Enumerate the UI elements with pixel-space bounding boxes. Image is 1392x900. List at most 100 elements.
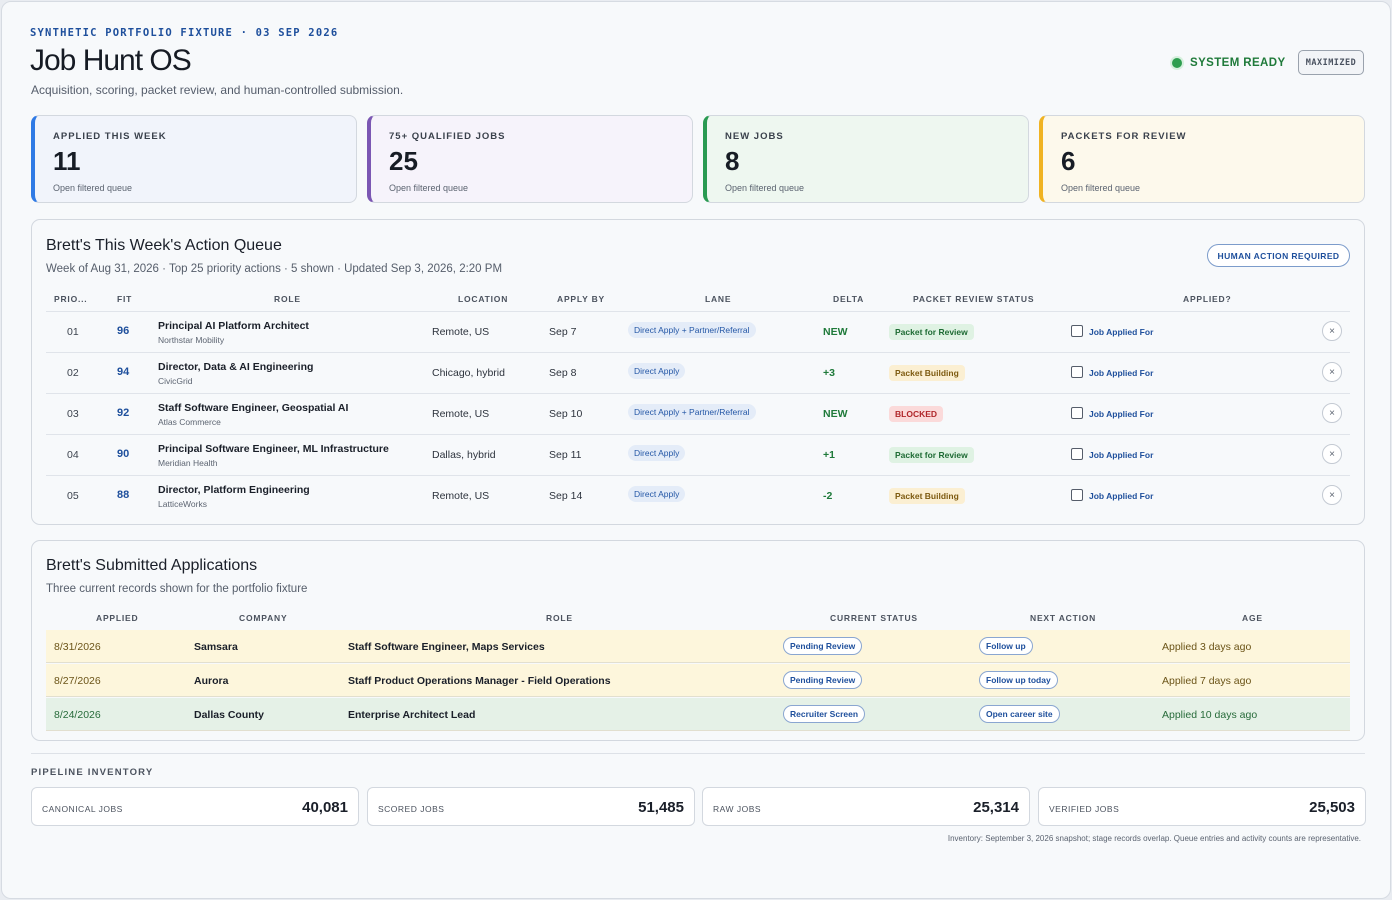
col-fit[interactable]: FIT	[117, 294, 133, 304]
kpi-card[interactable]: PACKETS FOR REVIEW 6 Open filtered queue	[1039, 115, 1365, 203]
col-next-action[interactable]: NEXT ACTION	[1030, 613, 1097, 623]
job-applied-label[interactable]: Job Applied For	[1089, 450, 1154, 460]
col-applied-date[interactable]: APPLIED	[96, 613, 139, 623]
inventory-name: RAW JOBS	[713, 804, 762, 814]
kpi-card[interactable]: 75+ QUALIFIED JOBS 25 Open filtered queue	[367, 115, 693, 203]
col-delta[interactable]: DELTA	[833, 294, 865, 304]
packet-status-badge: BLOCKED	[889, 406, 944, 422]
fit-score: 92	[117, 407, 130, 419]
col-priority[interactable]: PRIO...	[54, 294, 88, 304]
table-row[interactable]: 04 90 Principal Software Engineer, ML Infr…	[46, 434, 1350, 475]
applied-date: 8/24/2026	[54, 709, 101, 721]
col-packet-status[interactable]: PACKET REVIEW STATUS	[913, 294, 1035, 304]
col-apply-by[interactable]: APPLY BY	[557, 294, 605, 304]
table-row[interactable]: 03 92 Staff Software Engineer, Geospatial …	[46, 393, 1350, 434]
application-age: Applied 10 days ago	[1162, 709, 1258, 721]
job-applied-label[interactable]: Job Applied For	[1089, 409, 1154, 419]
action-queue-panel: Brett's This Week's Action Queue Week of…	[31, 219, 1365, 525]
open-filtered-queue-link[interactable]: Open filtered queue	[389, 183, 469, 193]
inventory-label: PIPELINE INVENTORY	[31, 767, 154, 778]
applied-checkbox[interactable]	[1071, 407, 1083, 419]
submitted-row[interactable]: 8/27/2026 Aurora Staff Product Operations …	[46, 664, 1350, 697]
col-current-status[interactable]: CURRENT STATUS	[830, 613, 918, 623]
system-status-label: SYSTEM READY	[1190, 57, 1286, 69]
applied-checkbox[interactable]	[1071, 448, 1083, 460]
col-location[interactable]: LOCATION	[458, 294, 509, 304]
inventory-value: 25,503	[1309, 799, 1355, 816]
submitted-row[interactable]: 8/31/2026 Samsara Staff Software Engineer,…	[46, 630, 1350, 663]
col-sub-role[interactable]: ROLE	[546, 613, 573, 623]
fit-score: 88	[117, 489, 130, 501]
role-title[interactable]: Staff Product Operations Manager - Field…	[348, 675, 611, 687]
dismiss-button[interactable]: ×	[1322, 321, 1342, 341]
kpi-card[interactable]: APPLIED THIS WEEK 11 Open filtered queue	[31, 115, 357, 203]
delta: +1	[823, 449, 835, 461]
role-title[interactable]: Principal Software Engineer, ML Infrastr…	[158, 443, 389, 455]
inventory-card: RAW JOBS 25,314	[702, 787, 1030, 826]
col-applied[interactable]: APPLIED?	[1183, 294, 1232, 304]
role-title[interactable]: Director, Platform Engineering	[158, 484, 310, 496]
location: Remote, US	[432, 326, 490, 338]
col-lane[interactable]: LANE	[705, 294, 732, 304]
next-action-button[interactable]: Open career site	[979, 705, 1060, 723]
inventory-card: VERIFIED JOBS 25,503	[1038, 787, 1366, 826]
inventory-footnote: Inventory: September 3, 2026 snapshot; s…	[947, 834, 1361, 843]
page-title: Job Hunt OS	[30, 44, 192, 77]
applied-checkbox[interactable]	[1071, 489, 1083, 501]
job-applied-label[interactable]: Job Applied For	[1089, 368, 1154, 378]
job-applied-label[interactable]: Job Applied For	[1089, 491, 1154, 501]
role-cell[interactable]: Principal AI Platform Architect Northstar…	[158, 320, 309, 345]
role-cell[interactable]: Director, Platform Engineering LatticeWor…	[158, 484, 310, 509]
kpi-label: 75+ QUALIFIED JOBS	[389, 131, 506, 142]
fit-score: 90	[117, 448, 130, 460]
open-filtered-queue-link[interactable]: Open filtered queue	[53, 183, 133, 193]
role-title[interactable]: Staff Software Engineer, Maps Services	[348, 641, 545, 653]
dismiss-button[interactable]: ×	[1322, 485, 1342, 505]
close-icon: ×	[1329, 366, 1335, 378]
applied-checkbox[interactable]	[1071, 366, 1083, 378]
action-queue-subtitle: Week of Aug 31, 2026 · Top 25 priority a…	[46, 263, 503, 275]
role-title[interactable]: Enterprise Architect Lead	[348, 709, 476, 721]
open-filtered-queue-link[interactable]: Open filtered queue	[1061, 183, 1141, 193]
role-cell[interactable]: Director, Data & AI Engineering CivicGrid	[158, 361, 313, 386]
priority-rank: 04	[67, 449, 79, 461]
company-name: LatticeWorks	[158, 499, 207, 509]
inventory-name: SCORED JOBS	[378, 804, 445, 814]
table-row[interactable]: 01 96 Principal AI Platform Architect North…	[46, 311, 1350, 352]
packet-status-badge: Packet for Review	[889, 324, 974, 340]
dismiss-button[interactable]: ×	[1322, 403, 1342, 423]
role-cell[interactable]: Staff Software Engineer, Geospatial AI At…	[158, 402, 348, 427]
applied-checkbox[interactable]	[1071, 325, 1083, 337]
kpi-card[interactable]: NEW JOBS 8 Open filtered queue	[703, 115, 1029, 203]
apply-by: Sep 14	[549, 490, 583, 502]
role-cell[interactable]: Principal Software Engineer, ML Infrastr…	[158, 443, 389, 468]
col-age[interactable]: AGE	[1242, 613, 1263, 623]
open-filtered-queue-link[interactable]: Open filtered queue	[725, 183, 805, 193]
fit-score: 96	[117, 325, 130, 337]
page-subtitle: Acquisition, scoring, packet review, and…	[31, 83, 404, 97]
role-title[interactable]: Staff Software Engineer, Geospatial AI	[158, 402, 349, 414]
application-age: Applied 7 days ago	[1162, 675, 1252, 687]
inventory-value: 40,081	[302, 799, 348, 816]
next-action-button[interactable]: Follow up today	[979, 671, 1058, 689]
col-role[interactable]: ROLE	[274, 294, 301, 304]
lane-pill: Direct Apply	[628, 445, 686, 461]
maximized-button[interactable]: MAXIMIZED	[1298, 50, 1364, 75]
table-row[interactable]: 02 94 Director, Data & AI Engineering Civic…	[46, 352, 1350, 393]
current-status-badge: Pending Review	[783, 671, 863, 689]
role-title[interactable]: Principal AI Platform Architect	[158, 320, 309, 332]
inventory-name: CANONICAL JOBS	[42, 804, 123, 814]
job-applied-label[interactable]: Job Applied For	[1089, 327, 1154, 337]
col-company[interactable]: COMPANY	[239, 613, 288, 623]
dismiss-button[interactable]: ×	[1322, 362, 1342, 382]
packet-status-badge: Packet Building	[889, 488, 965, 504]
human-action-required-badge[interactable]: HUMAN ACTION REQUIRED	[1207, 244, 1350, 267]
dismiss-button[interactable]: ×	[1322, 444, 1342, 464]
next-action-button[interactable]: Follow up	[979, 637, 1033, 655]
close-icon: ×	[1329, 489, 1335, 501]
role-title[interactable]: Director, Data & AI Engineering	[158, 361, 314, 373]
submitted-row[interactable]: 8/24/2026 Dallas County Enterprise Archite…	[46, 698, 1350, 731]
packet-status-badge: Packet for Review	[889, 447, 974, 463]
close-icon: ×	[1329, 448, 1335, 460]
table-row[interactable]: 05 88 Director, Platform Engineering Lattic…	[46, 475, 1350, 516]
